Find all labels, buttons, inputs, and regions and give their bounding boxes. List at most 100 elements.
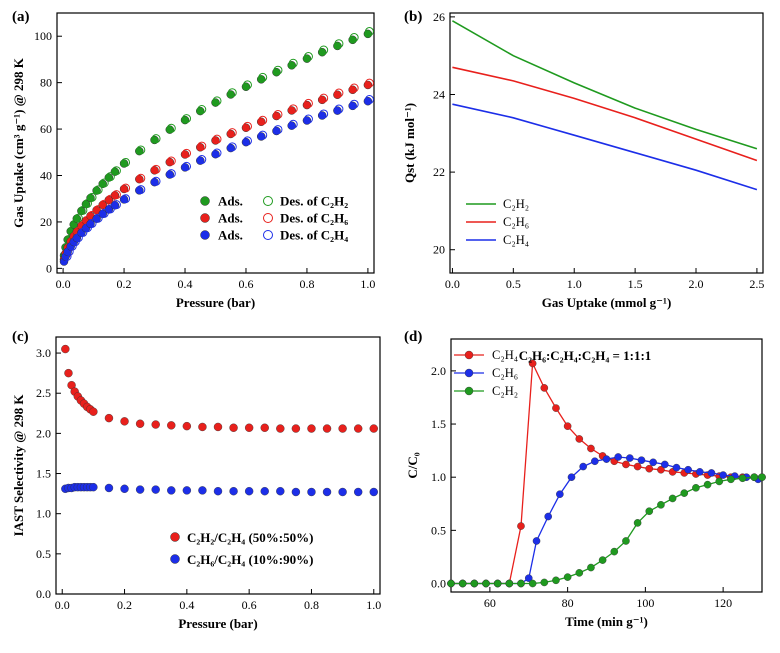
selectivity-point (198, 486, 207, 495)
breakthrough-point (552, 404, 560, 412)
y-axis-label: IAST Selectivity @ 298 K (11, 394, 26, 537)
des-point-C2H2 (258, 72, 268, 82)
breakthrough-point (482, 579, 490, 588)
selectivity-point (120, 417, 129, 426)
des-point-C2H4 (111, 200, 121, 210)
selectivity-point (167, 421, 176, 430)
des-point-C2H4 (121, 194, 131, 204)
breakthrough-point (579, 462, 587, 471)
des-point-C2H2 (242, 80, 252, 90)
legend-marker (464, 368, 474, 378)
selectivity-point (229, 487, 238, 496)
des-point-C2H6 (166, 156, 176, 166)
des-point-C2H2 (151, 134, 161, 144)
breakthrough-point (575, 435, 584, 443)
breakthrough-point (552, 576, 560, 585)
des-point-C2H6 (303, 98, 313, 108)
des-point-C2H6 (288, 104, 298, 114)
breakthrough-point (715, 477, 724, 486)
y-tick-label: 2.0 (431, 364, 446, 378)
x-tick-label: 0.8 (304, 598, 319, 612)
y-tick-label: 0 (46, 261, 52, 275)
breakthrough-point (668, 494, 677, 503)
des-point-C2H2 (78, 205, 88, 215)
breakthrough-point (622, 537, 630, 545)
y-tick-label: 1.5 (431, 417, 446, 431)
breakthrough-point (622, 460, 630, 469)
panel-label: (d) (404, 329, 422, 345)
selectivity-point (213, 422, 223, 432)
des-point-C2H2 (334, 39, 344, 49)
x-tick-label: 1.5 (628, 277, 643, 291)
series-line-0 (452, 20, 758, 150)
breakthrough-point (587, 444, 595, 453)
legend-label: C₂H₂ (503, 197, 529, 211)
breakthrough-point (528, 359, 537, 368)
des-point-C2H4 (364, 95, 374, 105)
breakthrough-point (524, 574, 533, 582)
breakthrough-point (645, 507, 654, 516)
breakthrough-point (598, 556, 607, 564)
legend-des-marker (263, 230, 273, 240)
des-point-C2H4 (197, 155, 207, 165)
breakthrough-point (637, 456, 646, 464)
y-axis-label: Qst (kJ mol⁻¹) (402, 103, 417, 183)
x-tick-label: 0.2 (117, 598, 132, 612)
des-point-C2H6 (99, 199, 109, 209)
panel-a: 0.0 0.2 0.4 0.6 0.8 1.0 0 20 40 60 80 100 Pressure (… (11, 9, 375, 310)
selectivity-point (213, 487, 223, 496)
des-point-C2H2 (319, 45, 329, 55)
selectivity-point (104, 483, 114, 493)
des-point-C2H4 (99, 208, 109, 218)
breakthrough-point (591, 457, 599, 466)
x-tick-label: 0.0 (56, 277, 71, 291)
plot-frame (55, 336, 381, 595)
des-point-C2H6 (212, 134, 222, 144)
series-line-1 (452, 66, 758, 162)
des-point-C2H2 (166, 123, 176, 133)
des-point-C2H4 (334, 104, 344, 114)
des-point-C2H4 (70, 237, 80, 247)
selectivity-point (64, 368, 73, 378)
y-tick-label: 3.0 (36, 346, 51, 360)
breakthrough-point (633, 519, 642, 527)
legend-label: C₂H₆/C₂H₄ (10%:90%) (187, 552, 313, 567)
breakthrough-point (657, 501, 665, 509)
legend-marker (464, 350, 474, 360)
breakthrough-point (458, 579, 467, 588)
des-point-C2H4 (105, 204, 115, 214)
breakthrough-point (684, 465, 692, 474)
selectivity-point (61, 344, 70, 354)
des-point-C2H6 (319, 93, 329, 103)
legend-marker (170, 532, 180, 542)
x-tick-label: 1.0 (366, 598, 381, 612)
x-tick-label: 2.0 (689, 277, 704, 291)
breakthrough-point (649, 458, 657, 467)
des-point-C2H4 (319, 109, 329, 119)
des-point-C2H2 (121, 157, 131, 167)
legend-label: C₂H₆ (503, 215, 529, 229)
breakthrough-point (540, 384, 549, 392)
des-point-C2H2 (288, 58, 298, 68)
des-point-C2H4 (82, 223, 92, 233)
legend-des-marker (263, 213, 273, 223)
breakthrough-point (575, 569, 584, 577)
des-point-C2H4 (349, 99, 359, 109)
y-tick-label: 26 (433, 10, 445, 24)
des-point-C2H2 (99, 178, 109, 188)
x-tick-label: 0.5 (506, 277, 521, 291)
selectivity-point (338, 424, 347, 433)
des-point-C2H6 (151, 164, 161, 174)
y-tick-label: 0.5 (431, 523, 446, 537)
breakthrough-point (626, 454, 634, 462)
x-tick-label: 0.6 (238, 277, 253, 291)
x-tick-label: 100 (636, 596, 654, 610)
des-point-C2H4 (136, 185, 146, 195)
series-line-2 (452, 103, 758, 191)
des-point-C2H2 (273, 65, 283, 75)
des-point-C2H4 (93, 213, 103, 223)
x-tick-label: 0.8 (299, 277, 314, 291)
legend-ads-label: Ads. (218, 194, 243, 209)
selectivity-point (244, 487, 254, 496)
plot-frame (56, 12, 375, 274)
